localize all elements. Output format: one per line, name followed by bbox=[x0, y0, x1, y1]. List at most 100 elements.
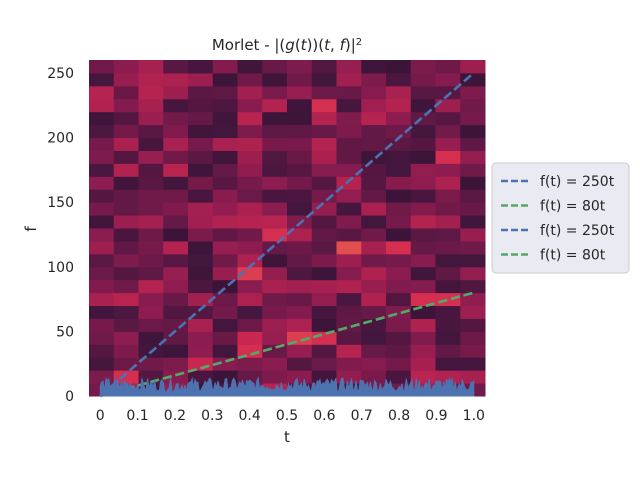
heatmap-cell bbox=[188, 137, 214, 151]
heatmap-cell bbox=[237, 253, 263, 268]
heatmap-cell bbox=[287, 60, 313, 74]
heatmap-cell bbox=[435, 305, 461, 319]
heatmap-cell bbox=[138, 266, 164, 281]
heatmap-cell bbox=[361, 189, 387, 203]
heatmap-cell bbox=[237, 240, 263, 255]
heatmap-cell bbox=[188, 163, 214, 177]
heatmap-cell bbox=[410, 124, 436, 139]
heatmap-cell bbox=[386, 240, 412, 255]
heatmap-cell bbox=[113, 228, 139, 242]
heatmap-cell bbox=[262, 124, 288, 139]
heatmap-cell bbox=[435, 137, 461, 151]
heatmap-cell bbox=[386, 266, 412, 281]
x-tick-label: 0.5 bbox=[276, 408, 298, 424]
heatmap-cell bbox=[336, 137, 362, 151]
heatmap-cell bbox=[410, 60, 436, 74]
heatmap-cell bbox=[138, 292, 164, 307]
heatmap-cell bbox=[361, 279, 387, 294]
heatmap-cell bbox=[435, 318, 461, 332]
heatmap-cell bbox=[212, 163, 238, 177]
heatmap-cell bbox=[262, 137, 288, 151]
heatmap-cell bbox=[287, 318, 313, 332]
heatmap-cell bbox=[311, 202, 337, 216]
heatmap-cell bbox=[460, 357, 486, 371]
heatmap-cell bbox=[89, 98, 115, 113]
heatmap-cell bbox=[262, 98, 288, 113]
y-tick-label: 200 bbox=[47, 131, 74, 147]
heatmap-cell bbox=[237, 124, 263, 139]
heatmap-cell bbox=[410, 228, 436, 242]
heatmap-cell bbox=[410, 72, 436, 87]
heatmap-cell bbox=[188, 98, 214, 113]
heatmap-cell bbox=[89, 305, 115, 319]
heatmap-cell bbox=[212, 85, 238, 100]
heatmap-cell bbox=[460, 60, 486, 74]
heatmap-cell bbox=[212, 253, 238, 268]
heatmap-cell bbox=[113, 240, 139, 255]
heatmap-cell bbox=[237, 137, 263, 151]
heatmap-cell bbox=[410, 202, 436, 216]
heatmap-cell bbox=[237, 305, 263, 319]
heatmap-cell bbox=[262, 60, 288, 74]
heatmap-cell bbox=[89, 228, 115, 242]
heatmap-cell bbox=[361, 357, 387, 371]
heatmap-cell bbox=[460, 240, 486, 255]
heatmap-cell bbox=[410, 176, 436, 190]
heatmap-cell bbox=[311, 85, 337, 100]
heatmap-cell bbox=[460, 150, 486, 164]
heatmap-cell bbox=[212, 150, 238, 164]
heatmap-cell bbox=[188, 253, 214, 268]
heatmap-cell bbox=[460, 111, 486, 126]
signal-area bbox=[99, 376, 475, 397]
heatmap-cell bbox=[435, 331, 461, 345]
heatmap-cell bbox=[336, 215, 362, 229]
heatmap-cell bbox=[460, 266, 486, 281]
heatmap-cell bbox=[237, 189, 263, 203]
heatmap-cell bbox=[262, 253, 288, 268]
heatmap-cell bbox=[237, 292, 263, 307]
heatmap-cell bbox=[188, 60, 214, 74]
heatmap-cell bbox=[386, 60, 412, 74]
heatmap-cell bbox=[311, 163, 337, 177]
heatmap-cell bbox=[361, 72, 387, 87]
heatmap-cell bbox=[311, 305, 337, 319]
heatmap-cell bbox=[386, 331, 412, 345]
heatmap-cell bbox=[460, 176, 486, 190]
heatmap-cell bbox=[361, 137, 387, 151]
heatmap-cell bbox=[163, 279, 189, 294]
heatmap-cell bbox=[460, 331, 486, 345]
heatmap-cell bbox=[89, 72, 115, 87]
heatmap-cell bbox=[89, 176, 115, 190]
heatmap-cell bbox=[163, 253, 189, 268]
heatmap-cell bbox=[410, 150, 436, 164]
heatmap-cell bbox=[410, 357, 436, 371]
heatmap-cell bbox=[138, 72, 164, 87]
heatmap-cell bbox=[212, 228, 238, 242]
heatmap-cell bbox=[435, 240, 461, 255]
heatmap-cell bbox=[410, 215, 436, 229]
heatmap-cell bbox=[311, 98, 337, 113]
heatmap-cell bbox=[361, 228, 387, 242]
heatmap-cell bbox=[113, 318, 139, 332]
x-tick-label: 0.8 bbox=[388, 408, 410, 424]
heatmap-cell bbox=[287, 279, 313, 294]
heatmap-cell bbox=[163, 60, 189, 74]
legend-label: f(t) = 250t bbox=[540, 174, 615, 190]
heatmap-cell bbox=[188, 370, 214, 384]
heatmap-cell bbox=[138, 60, 164, 74]
legend: f(t) = 250t f(t) = 80t f(t) = 250t f(t) = 8… bbox=[491, 162, 630, 274]
heatmap-cell bbox=[89, 150, 115, 164]
heatmap-cell bbox=[138, 150, 164, 164]
heatmap-cell bbox=[138, 189, 164, 203]
heatmap-cell bbox=[89, 240, 115, 255]
heatmap-cell bbox=[311, 253, 337, 268]
heatmap-cell bbox=[262, 266, 288, 281]
heatmap-cell bbox=[212, 189, 238, 203]
y-axis-label: f bbox=[22, 226, 40, 232]
heatmap-cell bbox=[361, 292, 387, 307]
heatmap-cell bbox=[460, 370, 486, 384]
heatmap-cell bbox=[410, 305, 436, 319]
heatmap-cell bbox=[287, 176, 313, 190]
heatmap-cell bbox=[287, 240, 313, 255]
heatmap-cell bbox=[460, 202, 486, 216]
